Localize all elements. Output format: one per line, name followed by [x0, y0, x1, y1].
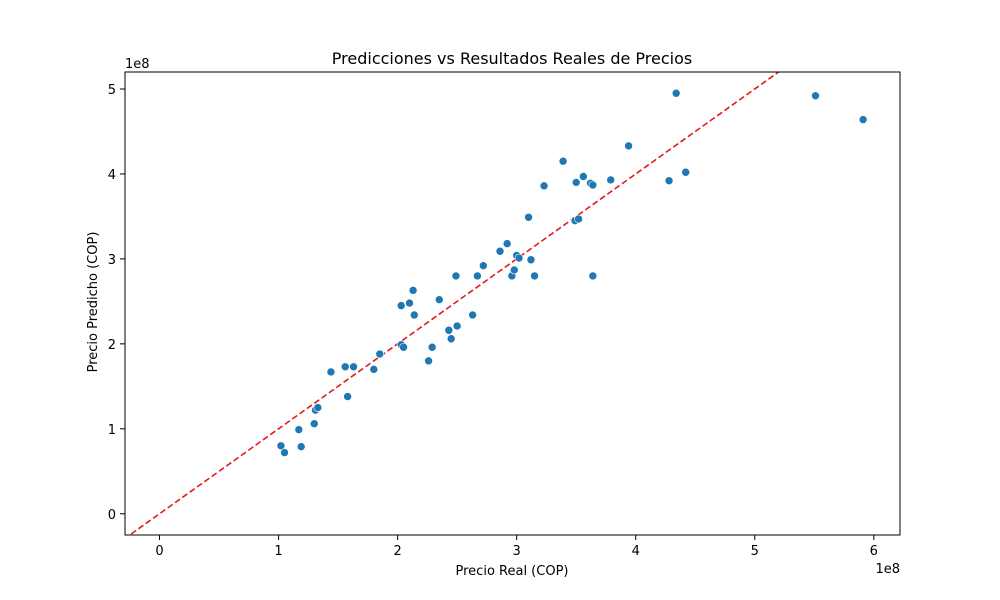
data-point	[664, 176, 674, 186]
data-point	[340, 362, 350, 372]
y-tick-label: 2	[108, 338, 116, 353]
data-point	[539, 181, 549, 191]
data-point	[502, 239, 512, 248]
x-offset-label: 1e8	[875, 562, 900, 577]
data-point	[408, 286, 418, 295]
chart-title: Predicciones vs Resultados Reales de Pre…	[332, 49, 692, 68]
data-point	[574, 214, 583, 224]
data-point	[671, 88, 681, 98]
data-point	[579, 172, 588, 181]
y-tick-label: 0	[108, 508, 116, 523]
x-tick-label: 4	[632, 544, 640, 559]
x-tick-label: 6	[870, 544, 878, 559]
plot-frame	[124, 71, 901, 536]
data-point	[858, 115, 868, 124]
data-point	[624, 141, 633, 151]
data-point	[343, 392, 352, 401]
plot-area: 0 1 2 3 4 5 6 0 1 2 3 4 5	[108, 71, 901, 559]
y-tick-label: 5	[108, 83, 116, 98]
data-point	[296, 442, 306, 451]
data-point	[530, 271, 539, 281]
x-tick-label: 2	[393, 544, 401, 559]
data-point	[451, 271, 461, 281]
data-point	[558, 156, 568, 166]
data-point	[276, 441, 286, 451]
data-point	[444, 325, 454, 335]
y-tick-label: 3	[108, 253, 116, 268]
data-point	[681, 167, 691, 177]
data-point	[468, 310, 477, 320]
data-point	[606, 175, 616, 185]
data-point	[405, 298, 414, 308]
data-point	[399, 342, 408, 352]
data-point	[526, 255, 536, 265]
x-tick-label: 5	[751, 544, 759, 559]
data-point	[446, 334, 456, 344]
data-point	[509, 265, 519, 275]
data-point	[473, 271, 482, 281]
y-tick-label: 1	[108, 423, 116, 438]
data-point	[280, 448, 289, 457]
data-point	[479, 261, 488, 270]
y-tick-label: 4	[108, 168, 116, 183]
data-point	[375, 349, 385, 359]
data-point	[349, 362, 358, 372]
x-tick-label: 0	[155, 544, 163, 559]
data-point	[427, 342, 437, 352]
data-point	[424, 356, 433, 366]
data-point	[326, 367, 336, 377]
x-axis-label: Precio Real (COP)	[456, 564, 569, 579]
data-point	[452, 321, 462, 331]
data-point	[811, 91, 820, 101]
data-point	[571, 178, 581, 187]
data-point	[434, 295, 444, 304]
data-point	[313, 403, 323, 412]
data-point	[409, 310, 419, 320]
data-point	[396, 301, 406, 310]
data-point	[495, 246, 505, 256]
x-tick-label: 3	[513, 544, 521, 559]
data-point	[309, 419, 319, 429]
y-offset-label: 1e8	[125, 57, 150, 72]
y-axis-label: Precio Predicho (COP)	[86, 232, 101, 373]
data-point	[514, 253, 524, 263]
data-point	[588, 271, 598, 281]
data-point	[524, 212, 533, 222]
data-point	[588, 180, 598, 190]
data-point	[369, 365, 379, 374]
x-tick-label: 1	[274, 544, 282, 559]
data-point	[294, 425, 304, 434]
